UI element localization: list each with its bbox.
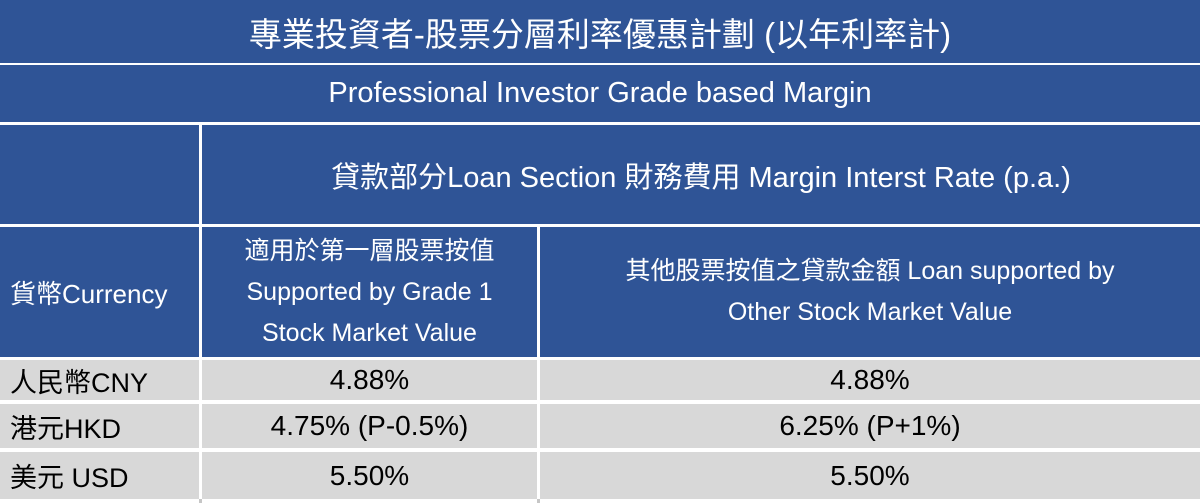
rate-usd-other: 5.50% [540, 452, 1200, 499]
column-header-other: 其他股票按值之貸款金額 Loan supported by Other Stoc… [540, 227, 1200, 357]
table-row-usd: 美元 USD 5.50% 5.50% [0, 452, 1200, 499]
empty-corner-cell [0, 125, 199, 224]
gridline-stub [537, 499, 540, 503]
loan-section-header: 貸款部分Loan Section 財務費用 Margin Interst Rat… [202, 125, 1200, 224]
bottom-gridline-strip [0, 499, 1200, 503]
row-separator [0, 357, 1200, 360]
row-separator [0, 63, 1200, 65]
column-header-grade1: 適用於第一層股票按值 Supported by Grade 1 Stock Ma… [202, 227, 537, 357]
rate-hkd-grade1: 4.75% (P-0.5%) [202, 404, 537, 448]
column-header-row: 貨幣Currency 適用於第一層股票按值 Supported by Grade… [0, 227, 1200, 357]
row-separator [0, 400, 1200, 404]
table-title-chinese: 專業投資者-股票分層利率優惠計劃 (以年利率計) [0, 0, 1200, 63]
rate-cny-other: 4.88% [540, 360, 1200, 400]
row-separator [0, 224, 1200, 227]
column-header-grade1-line: Stock Market Value [262, 318, 477, 347]
currency-label-hkd: 港元HKD [0, 404, 199, 448]
column-header-currency: 貨幣Currency [0, 227, 199, 357]
currency-label-usd: 美元 USD [0, 452, 199, 499]
gridline-stub [199, 499, 202, 503]
rate-hkd-other: 6.25% (P+1%) [540, 404, 1200, 448]
row-separator [0, 122, 1200, 125]
column-header-grade1-line: Supported by Grade 1 [246, 277, 493, 306]
table-row-cny: 人民幣CNY 4.88% 4.88% [0, 360, 1200, 400]
column-header-grade1-line: 適用於第一層股票按值 [244, 236, 495, 265]
rate-usd-grade1: 5.50% [202, 452, 537, 499]
rate-cny-grade1: 4.88% [202, 360, 537, 400]
currency-label-cny: 人民幣CNY [0, 360, 199, 400]
loan-section-header-row: 貸款部分Loan Section 財務費用 Margin Interst Rat… [0, 125, 1200, 224]
table-row-hkd: 港元HKD 4.75% (P-0.5%) 6.25% (P+1%) [0, 404, 1200, 448]
table-title-english: Professional Investor Grade based Margin [0, 65, 1200, 122]
column-header-other-line: 其他股票按值之貸款金額 Loan supported by [625, 257, 1115, 285]
row-separator [0, 448, 1200, 452]
column-header-other-line: Other Stock Market Value [727, 298, 1013, 326]
